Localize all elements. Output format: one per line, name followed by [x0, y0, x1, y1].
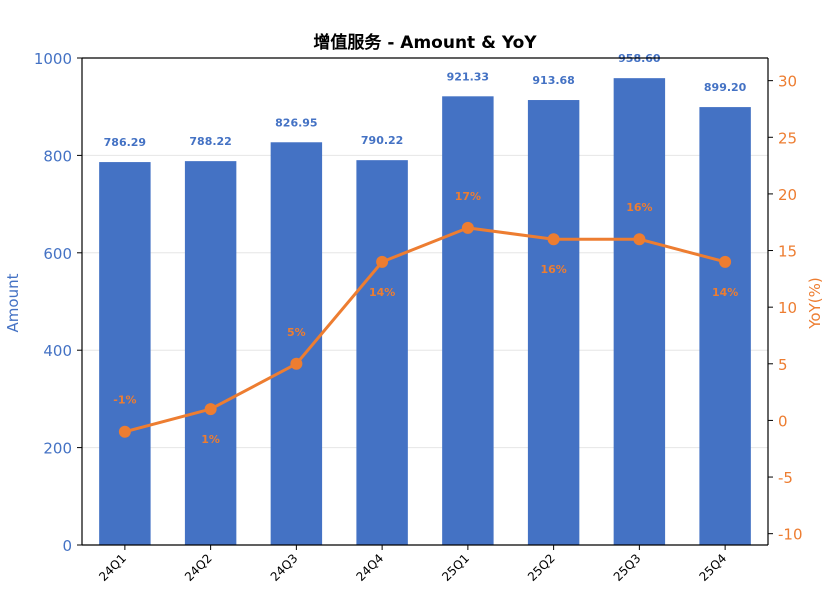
yoy-point-3	[376, 255, 389, 268]
yoy-point-5	[547, 233, 560, 246]
y2-tick-label-4: 10	[778, 299, 797, 317]
yoy-point-6	[633, 233, 646, 246]
yoy-value-label-2: 5%	[287, 326, 306, 339]
yoy-value-label-6: 16%	[626, 201, 652, 214]
y2-tick-label-5: 15	[778, 243, 797, 261]
y-tick-label-0: 0	[62, 537, 72, 555]
yoy-point-0	[118, 425, 131, 438]
yoy-line	[124, 226, 726, 434]
y2-tick-label-8: 30	[778, 73, 797, 91]
y2-tick-label-3: 5	[778, 356, 788, 374]
x-tick-label-2: 24Q3	[268, 551, 301, 584]
bar-value-label-3: 790.22	[361, 134, 403, 147]
bar-value-label-2: 826.95	[275, 116, 317, 129]
yoy-value-label-1: 1%	[201, 433, 220, 446]
y-tick-label-1: 200	[43, 440, 72, 458]
bar-24q4	[356, 160, 408, 546]
bar-24q2	[184, 161, 237, 546]
chart-title: 增值服务 - Amount & YoY	[313, 32, 537, 53]
bar-value-label-0: 786.29	[104, 136, 146, 149]
yoy-point-4	[461, 221, 474, 234]
y2-tick-label-0: -10	[778, 526, 803, 544]
y2-tick-label-7: 25	[778, 129, 797, 147]
y2-tick-label-6: 20	[778, 186, 797, 204]
x-tick-label-0: 24Q1	[96, 551, 129, 584]
yoy-value-label-4: 17%	[455, 190, 481, 203]
y2-tick-label-1: -5	[778, 469, 793, 487]
x-tick-label-1: 24Q2	[182, 551, 215, 584]
x-tick-label-5: 25Q2	[525, 551, 558, 584]
bar-value-label-4: 921.33	[447, 70, 489, 83]
bar-value-label-1: 788.22	[189, 135, 231, 148]
y-tick-label-2: 400	[43, 342, 72, 360]
x-tick-label-4: 25Q1	[439, 551, 472, 584]
yoy-point-2	[290, 357, 303, 370]
y-tick-label-5: 1000	[34, 50, 72, 68]
yoy-point-7	[719, 255, 732, 268]
y2-tick-label-2: 0	[778, 412, 788, 430]
bar-25q2	[527, 100, 580, 545]
bar-value-label-6: 958.60	[618, 52, 661, 65]
x-tick-label-6: 25Q3	[611, 551, 644, 584]
yoy-value-label-0: -1%	[113, 394, 136, 407]
yoy-value-label-7: 14%	[712, 286, 738, 299]
yoy-point-1	[204, 403, 217, 416]
yoy-value-label-3: 14%	[369, 286, 395, 299]
y-axis-label: Amount	[4, 273, 22, 332]
yoy-value-label-5: 16%	[540, 263, 566, 276]
bar-25q1	[442, 96, 494, 545]
y-tick-label-4: 800	[43, 147, 72, 165]
bar-25q4	[699, 107, 751, 545]
bar-value-label-7: 899.20	[704, 81, 747, 94]
bar-24q1	[99, 162, 151, 545]
y2-axis-label: YoY(%)	[806, 277, 824, 329]
x-tick-label-3: 24Q4	[353, 551, 386, 584]
y-tick-label-3: 600	[43, 245, 72, 263]
x-tick-label-7: 25Q4	[696, 551, 729, 584]
bar-25q3	[613, 78, 666, 545]
bar-value-label-5: 913.68	[532, 74, 574, 87]
